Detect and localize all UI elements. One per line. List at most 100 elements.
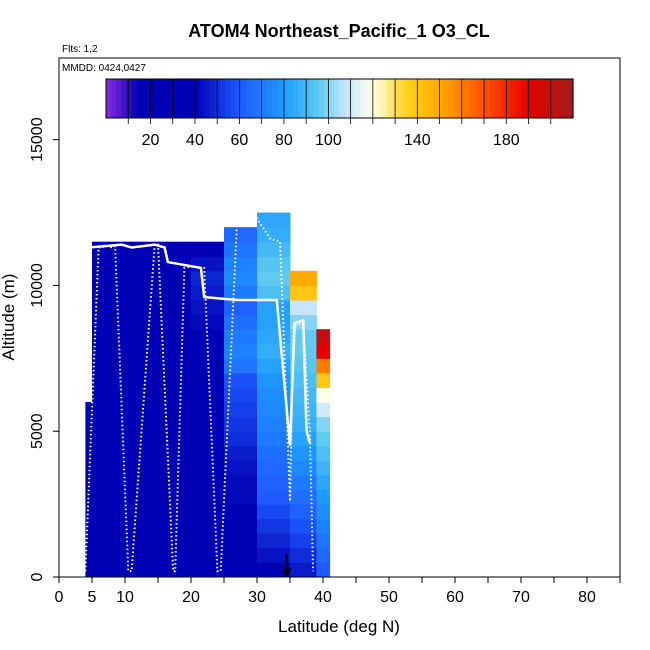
- heatmap-cell: [224, 372, 258, 388]
- colorbar-segment: [381, 79, 387, 118]
- colorbar-segment: [194, 79, 200, 118]
- heatmap-cell: [224, 474, 258, 491]
- heatmap-cell: [290, 300, 317, 316]
- colorbar-tick-label: 40: [186, 132, 204, 149]
- colorbar-segment: [313, 79, 320, 118]
- heatmap-cell: [191, 270, 225, 286]
- colorbar-segment: [287, 79, 294, 118]
- colorbar-segment: [282, 79, 289, 118]
- heatmap-cell: [85, 533, 93, 549]
- heatmap-cell: [257, 387, 291, 403]
- dates-label: MMDD: 0424,0427: [62, 63, 146, 74]
- heatmap-cell: [158, 518, 192, 534]
- heatmap-cell: [224, 329, 258, 345]
- heatmap-cell: [257, 227, 291, 243]
- colorbar-segment: [500, 79, 507, 118]
- chart-title: ATOM4 Northeast_Pacific_1 O3_CL: [188, 21, 489, 41]
- heatmap-cell: [257, 489, 291, 505]
- colorbar-segment: [329, 79, 335, 118]
- heatmap-cell: [257, 343, 291, 359]
- heatmap-cell: [224, 285, 258, 301]
- plot-frame: [58, 57, 621, 578]
- colorbar-segment: [386, 79, 392, 118]
- x-tick-label: 5: [88, 589, 97, 606]
- heatmap-cell: [125, 343, 159, 359]
- colorbar-segment: [189, 79, 195, 118]
- x-tick-label: 50: [380, 589, 398, 606]
- heatmap-cell: [224, 562, 258, 578]
- colorbar-segment: [204, 79, 211, 118]
- heatmap-cell: [316, 533, 331, 549]
- heatmap-cell: [290, 474, 317, 491]
- heatmap-cell: [125, 300, 159, 316]
- colorbar-segment: [334, 79, 341, 118]
- heatmap-cell: [85, 562, 93, 578]
- colorbar-segment: [235, 79, 242, 118]
- y-tick-label: 5000: [29, 413, 46, 449]
- heatmap-cell: [191, 256, 225, 272]
- heatmap-cell: [290, 387, 317, 403]
- heatmap-cell: [290, 533, 317, 549]
- colorbar-segment: [137, 79, 143, 118]
- heatmap-cell: [191, 504, 225, 520]
- colorbar-segment: [536, 79, 543, 118]
- heatmap-cell: [92, 562, 126, 578]
- heatmap-cell: [290, 562, 317, 578]
- heatmap-cell: [158, 270, 192, 286]
- colorbar-segment: [178, 79, 185, 118]
- heatmap-cell: [191, 241, 225, 257]
- colorbar-frame: [105, 78, 574, 119]
- x-axis: 0 5 10 20 30 40 50 60 70 80: [55, 577, 621, 606]
- heatmap-cell: [316, 358, 331, 374]
- flight-lines: [84, 215, 315, 578]
- x-tick-label: 70: [512, 589, 530, 606]
- colorbar-segment: [308, 79, 315, 118]
- y-tick-label: 0: [29, 572, 46, 581]
- heatmap-cell: [290, 547, 317, 563]
- heatmap-cell: [257, 241, 291, 257]
- heatmap-cell: [158, 372, 192, 388]
- heatmap-cell: [316, 329, 331, 345]
- colorbar-segment: [531, 79, 538, 118]
- heatmap-cell: [125, 460, 159, 476]
- x-tick-label: 0: [55, 589, 64, 606]
- colorbar-segment: [541, 79, 548, 118]
- colorbar-segment: [277, 79, 284, 118]
- colorbar-segment: [526, 79, 533, 118]
- heatmap-cell: [191, 402, 225, 418]
- colorbar-segment: [168, 79, 175, 118]
- heatmap-cell: [224, 431, 258, 447]
- heatmap-cell: [85, 518, 93, 534]
- heatmap-cell: [224, 504, 258, 520]
- heatmap-cell: [92, 387, 126, 403]
- heatmap-cell: [158, 241, 192, 257]
- colorbar-segment: [131, 79, 138, 118]
- colorbar-segment: [111, 79, 117, 118]
- colorbar: 20 40 60 80 100 140 180: [105, 78, 574, 149]
- colorbar-segment: [272, 79, 278, 118]
- colorbar-tick-label: 60: [231, 132, 249, 149]
- colorbar-segment: [505, 79, 512, 118]
- heatmap-cell: [125, 504, 159, 520]
- colorbar-segment: [448, 79, 455, 118]
- heatmap-cell: [125, 372, 159, 388]
- colorbar-segment: [344, 79, 351, 118]
- colorbar-segment: [427, 79, 434, 118]
- colorbar-segment: [547, 79, 553, 118]
- colorbar-segment: [432, 79, 439, 118]
- heatmap-cell: [92, 533, 126, 549]
- heatmap-cell: [158, 533, 192, 549]
- heatmap-cell: [158, 416, 192, 432]
- colorbar-segment: [396, 79, 403, 118]
- heatmap-cell: [92, 445, 126, 461]
- heatmap-cell: [316, 460, 331, 476]
- heatmap-cell: [224, 358, 258, 374]
- heatmap-cell: [290, 270, 317, 286]
- heatmap-cell: [257, 300, 291, 316]
- colorbar-segment: [349, 79, 356, 118]
- colorbar-segment: [552, 79, 559, 118]
- heatmap-cell: [290, 431, 317, 447]
- heatmap-cell: [92, 416, 126, 432]
- heatmap-cell: [92, 372, 126, 388]
- colorbar-tick-label: 20: [142, 132, 160, 149]
